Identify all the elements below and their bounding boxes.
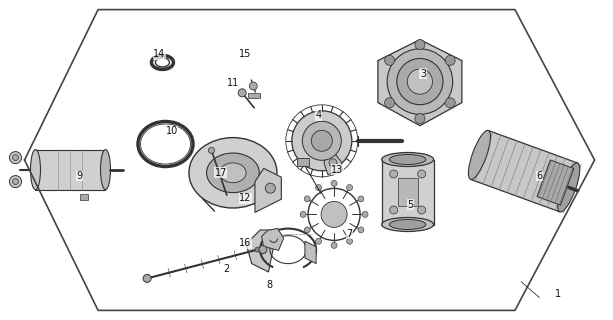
Circle shape [316, 238, 322, 244]
Ellipse shape [31, 150, 40, 190]
Circle shape [331, 243, 337, 248]
Circle shape [384, 98, 395, 108]
Circle shape [329, 159, 337, 167]
Circle shape [302, 121, 341, 160]
Circle shape [415, 40, 425, 50]
Polygon shape [262, 228, 284, 251]
Circle shape [9, 152, 21, 164]
Circle shape [417, 170, 425, 178]
Circle shape [417, 206, 425, 214]
Text: 8: 8 [267, 280, 273, 290]
Polygon shape [305, 241, 316, 264]
Polygon shape [382, 159, 433, 225]
Text: 14: 14 [153, 49, 166, 60]
Circle shape [346, 185, 352, 190]
Text: 7: 7 [346, 228, 352, 239]
Polygon shape [297, 158, 309, 166]
Circle shape [208, 148, 215, 153]
Polygon shape [398, 178, 417, 206]
Ellipse shape [101, 150, 110, 190]
Circle shape [358, 227, 364, 233]
Ellipse shape [468, 131, 490, 180]
Text: 13: 13 [331, 164, 343, 175]
Ellipse shape [219, 163, 246, 183]
Circle shape [316, 185, 322, 190]
Text: 3: 3 [420, 68, 426, 79]
Text: 15: 15 [239, 49, 251, 60]
Polygon shape [378, 40, 462, 126]
Circle shape [12, 179, 18, 185]
Circle shape [397, 59, 443, 105]
Ellipse shape [382, 153, 433, 166]
Circle shape [259, 246, 267, 254]
Ellipse shape [558, 163, 580, 212]
Circle shape [311, 130, 332, 151]
Circle shape [249, 82, 257, 90]
Polygon shape [246, 230, 277, 272]
Text: 1: 1 [555, 289, 561, 300]
Polygon shape [324, 155, 342, 175]
Circle shape [331, 180, 337, 186]
Text: 2: 2 [224, 264, 230, 274]
Circle shape [384, 55, 395, 65]
Circle shape [390, 170, 398, 178]
Polygon shape [248, 93, 261, 98]
Circle shape [143, 275, 151, 283]
Circle shape [387, 49, 452, 114]
Circle shape [321, 201, 347, 228]
Text: 16: 16 [239, 238, 251, 248]
Polygon shape [36, 150, 105, 190]
Text: 4: 4 [316, 110, 322, 120]
Circle shape [362, 212, 368, 217]
Ellipse shape [389, 155, 426, 164]
Ellipse shape [389, 220, 426, 229]
Text: 9: 9 [77, 171, 83, 181]
Ellipse shape [207, 153, 259, 193]
Circle shape [346, 238, 352, 244]
Polygon shape [255, 168, 281, 212]
Circle shape [9, 176, 21, 188]
Text: 10: 10 [166, 126, 178, 136]
Circle shape [255, 247, 260, 252]
Circle shape [445, 55, 455, 65]
Ellipse shape [382, 218, 433, 231]
Circle shape [304, 196, 310, 202]
Circle shape [12, 155, 18, 161]
Circle shape [415, 114, 425, 124]
Polygon shape [537, 160, 574, 205]
Circle shape [358, 196, 364, 202]
Circle shape [300, 212, 306, 217]
Text: 5: 5 [408, 200, 414, 210]
Circle shape [445, 98, 455, 108]
Text: 11: 11 [227, 78, 239, 88]
Ellipse shape [189, 138, 277, 208]
Polygon shape [80, 194, 88, 200]
Text: 6: 6 [536, 171, 543, 181]
Text: 12: 12 [239, 193, 251, 204]
Circle shape [292, 111, 352, 171]
Circle shape [390, 206, 398, 214]
Circle shape [265, 183, 275, 193]
Text: 17: 17 [215, 168, 227, 178]
Circle shape [238, 89, 246, 97]
Polygon shape [471, 131, 577, 212]
Circle shape [407, 69, 433, 94]
Circle shape [304, 227, 310, 233]
